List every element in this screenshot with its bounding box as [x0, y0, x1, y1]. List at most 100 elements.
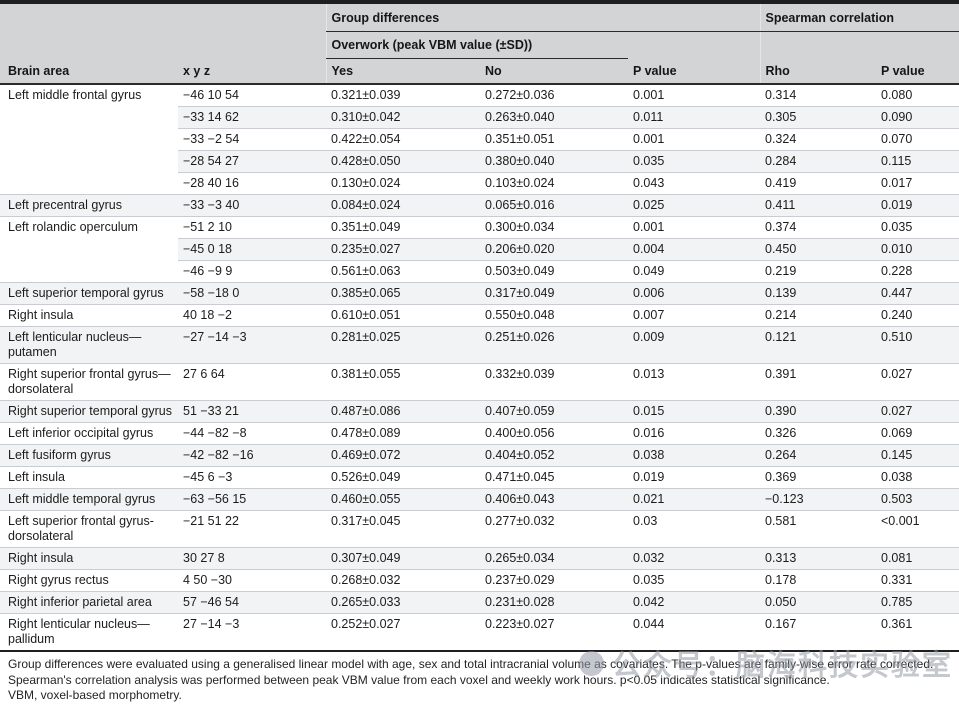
p-value2-cell: 0.035 — [876, 216, 959, 239]
xyz-cell: 30 27 8 — [178, 547, 326, 570]
table-row: Left middle frontal gyrus −46 10 54 0.321±… — [0, 83, 959, 195]
rho-cell: 0.419 — [760, 172, 876, 195]
brain-area-cell: Left insula — [0, 466, 178, 489]
p-value-cell: 0.025 — [628, 194, 760, 217]
header-blank — [759, 31, 959, 59]
no-cell: 0.223±0.027 — [480, 613, 628, 650]
header-blank — [0, 2, 326, 32]
brain-area-cell: Right inferior parietal area — [0, 591, 178, 614]
brain-area-cell: Right lenticular nucleus—pallidum — [0, 613, 178, 650]
yes-cell: 0.235±0.027 — [326, 238, 480, 261]
column-header-xyz: x y z — [178, 58, 326, 85]
p-value-cell: 0.035 — [628, 150, 760, 173]
brain-area-cell: Right superior temporal gyrus — [0, 400, 178, 423]
table-row: Left inferior occipital gyrus −44 −82 −8 0… — [0, 422, 959, 445]
table-row: −28 54 27 0.428±0.050 0.380±0.040 0.035 0.28… — [0, 150, 959, 173]
rho-cell: 0.305 — [760, 106, 876, 129]
p-value-cell: 0.004 — [628, 238, 760, 261]
p-value2-cell: 0.115 — [876, 150, 959, 173]
p-value2-cell: 0.019 — [876, 194, 959, 217]
p-value2-cell: 0.027 — [876, 400, 959, 423]
brain-area-cell: Left middle temporal gyrus — [0, 488, 178, 511]
p-value-cell: 0.001 — [628, 216, 760, 239]
p-value2-cell: 0.069 — [876, 422, 959, 445]
xyz-cell: 27 6 64 — [178, 363, 326, 401]
table-row: −33 14 62 0.310±0.042 0.263±0.040 0.011 0.30… — [0, 106, 959, 129]
xyz-cell: 40 18 −2 — [178, 304, 326, 327]
brain-area-cell: Left precentral gyrus — [0, 194, 178, 217]
rho-cell: 0.374 — [760, 216, 876, 239]
brain-area-cell: Left fusiform gyrus — [0, 444, 178, 467]
p-value-cell: 0.044 — [628, 613, 760, 650]
p-value2-cell: 0.080 — [876, 83, 959, 107]
table-body: Left middle frontal gyrus −46 10 54 0.321±… — [0, 83, 959, 650]
rho-cell: 0.314 — [760, 83, 876, 107]
table-header: Group differences Spearman correlation O… — [0, 2, 959, 85]
p-value2-cell: 0.081 — [876, 547, 959, 570]
header-span-row: Group differences Spearman correlation — [0, 2, 959, 32]
column-header-rho: Rho — [759, 58, 876, 85]
xyz-cell: −27 −14 −3 — [178, 326, 326, 364]
rho-cell: 0.121 — [760, 326, 876, 364]
rho-cell: 0.326 — [760, 422, 876, 445]
p-value-cell: 0.015 — [628, 400, 760, 423]
footnote-line-1: Group differences were evaluated using a… — [8, 657, 934, 671]
yes-cell: 0.268±0.032 — [326, 569, 480, 592]
no-cell: 0.400±0.056 — [480, 422, 628, 445]
no-cell: 0.263±0.040 — [480, 106, 628, 129]
table-row: Left precentral gyrus −33 −3 40 0.084±0.02… — [0, 194, 959, 217]
no-cell: 0.407±0.059 — [480, 400, 628, 423]
p-value2-cell: <0.001 — [876, 510, 959, 548]
yes-cell: 0.130±0.024 — [326, 172, 480, 195]
brain-area-cell: Right insula — [0, 547, 178, 570]
p-value-cell: 0.032 — [628, 547, 760, 570]
rho-cell: 0.450 — [760, 238, 876, 261]
yes-cell: 0.321±0.039 — [326, 83, 480, 107]
no-cell: 0.471±0.045 — [480, 466, 628, 489]
table-row: Left insula −45 6 −3 0.526±0.049 0.471±0.04… — [0, 466, 959, 489]
xyz-cell: −33 14 62 — [178, 106, 326, 129]
table-row: Right insula 30 27 8 0.307±0.049 0.265±0.03… — [0, 547, 959, 570]
yes-cell: 0.610±0.051 — [326, 304, 480, 327]
p-value-cell: 0.042 — [628, 591, 760, 614]
column-header-p-value-2: P value — [876, 58, 959, 85]
header-blank — [0, 31, 326, 59]
xyz-cell: 57 −46 54 — [178, 591, 326, 614]
p-value2-cell: 0.503 — [876, 488, 959, 511]
p-value-cell: 0.007 — [628, 304, 760, 327]
table-row: Right insula 40 18 −2 0.610±0.051 0.550±0.0… — [0, 304, 959, 327]
p-value2-cell: 0.447 — [876, 282, 959, 305]
p-value-cell: 0.006 — [628, 282, 760, 305]
no-cell: 0.206±0.020 — [480, 238, 628, 261]
brain-area-cell: Left superior temporal gyrus — [0, 282, 178, 305]
no-cell: 0.272±0.036 — [480, 83, 628, 107]
p-value-cell: 0.049 — [628, 260, 760, 283]
table-row: Right superior temporal gyrus 51 −33 21 0.… — [0, 400, 959, 423]
xyz-cell: −42 −82 −16 — [178, 444, 326, 467]
table-row: −46 −9 9 0.561±0.063 0.503±0.049 0.049 0.219… — [0, 260, 959, 283]
footnote-line-2: Spearman's correlation analysis was perf… — [8, 672, 830, 687]
header-blank — [628, 31, 760, 59]
p-value-cell: 0.035 — [628, 569, 760, 592]
rho-cell: 0.167 — [760, 613, 876, 650]
p-value-cell: 0.019 — [628, 466, 760, 489]
no-cell: 0.065±0.016 — [480, 194, 628, 217]
xyz-cell: −45 6 −3 — [178, 466, 326, 489]
xyz-cell: −21 51 22 — [178, 510, 326, 548]
p-value2-cell: 0.038 — [876, 466, 959, 489]
yes-cell: 0.561±0.063 — [326, 260, 480, 283]
rho-cell: 0.324 — [760, 128, 876, 151]
rho-cell: 0.214 — [760, 304, 876, 327]
xyz-cell: 4 50 −30 — [178, 569, 326, 592]
no-cell: 0.231±0.028 — [480, 591, 628, 614]
yes-cell: 0.281±0.025 — [326, 326, 480, 364]
yes-cell: 0.487±0.086 — [326, 400, 480, 423]
table-row: Left middle temporal gyrus −63 −56 15 0.46… — [0, 488, 959, 511]
brain-area-cell: Right superior frontal gyrus—dorsolatera… — [0, 363, 178, 401]
no-cell: 0.404±0.052 — [480, 444, 628, 467]
no-cell: 0.265±0.034 — [480, 547, 628, 570]
p-value2-cell: 0.070 — [876, 128, 959, 151]
yes-cell: 0.422±0.054 — [326, 128, 480, 151]
p-value-cell: 0.013 — [628, 363, 760, 401]
table-row: Left rolandic operculum −51 2 10 0.351±0.0… — [0, 216, 959, 283]
